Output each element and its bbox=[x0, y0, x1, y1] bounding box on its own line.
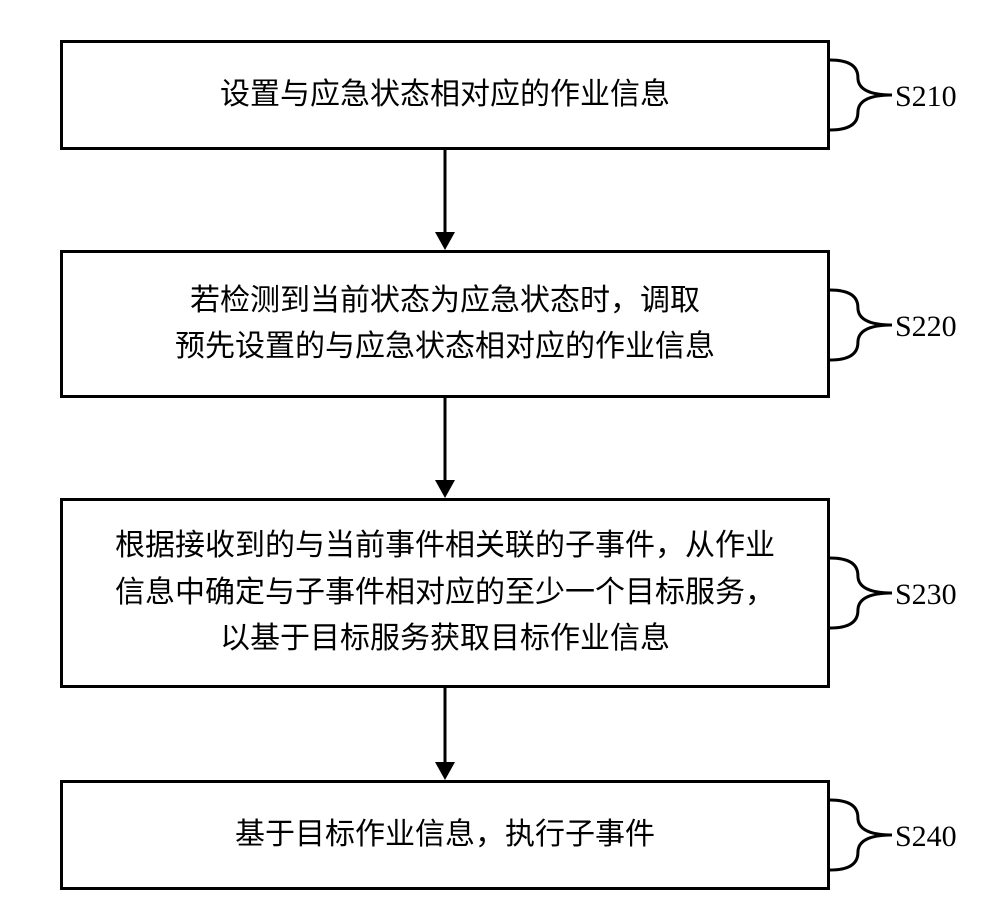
flow-step-s230: 根据接收到的与当前事件相关联的子事件，从作业 信息中确定与子事件相对应的至少一个… bbox=[60, 498, 830, 688]
flow-step-text: 设置与应急状态相对应的作业信息 bbox=[220, 72, 670, 119]
flowchart-canvas: 设置与应急状态相对应的作业信息若检测到当前状态为应急状态时，调取 预先设置的与应… bbox=[0, 0, 1000, 912]
bracket-s220 bbox=[828, 288, 894, 362]
flow-step-s220: 若检测到当前状态为应急状态时，调取 预先设置的与应急状态相对应的作业信息 bbox=[60, 250, 830, 398]
flow-step-s240: 基于目标作业信息，执行子事件 bbox=[60, 780, 830, 890]
flow-step-text: 根据接收到的与当前事件相关联的子事件，从作业 信息中确定与子事件相对应的至少一个… bbox=[115, 523, 775, 663]
step-label-s220: S220 bbox=[895, 310, 957, 344]
flow-step-text: 基于目标作业信息，执行子事件 bbox=[235, 812, 655, 859]
arrow-s230-to-s240 bbox=[431, 686, 459, 782]
step-label-s240: S240 bbox=[895, 820, 957, 854]
flow-step-text: 若检测到当前状态为应急状态时，调取 预先设置的与应急状态相对应的作业信息 bbox=[175, 278, 715, 371]
step-label-s210: S210 bbox=[895, 80, 957, 114]
step-label-s230: S230 bbox=[895, 578, 957, 612]
arrow-s220-to-s230 bbox=[431, 396, 459, 500]
bracket-s210 bbox=[828, 58, 894, 132]
flow-step-s210: 设置与应急状态相对应的作业信息 bbox=[60, 40, 830, 150]
bracket-s230 bbox=[828, 556, 894, 630]
arrow-s210-to-s220 bbox=[431, 148, 459, 252]
bracket-s240 bbox=[828, 798, 894, 872]
